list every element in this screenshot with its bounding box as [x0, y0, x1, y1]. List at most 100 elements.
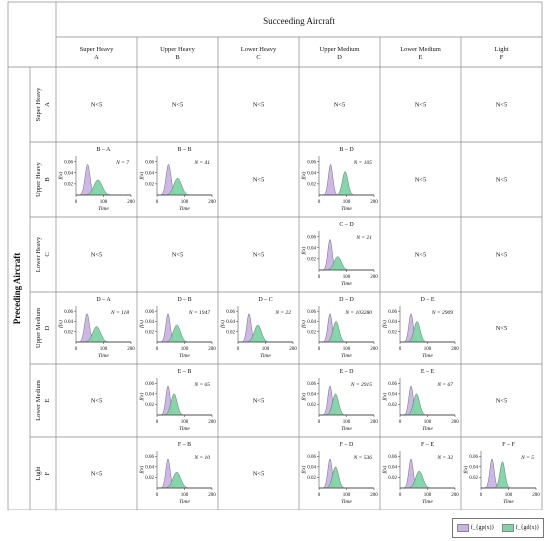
y-axis-label: f(x): [381, 466, 388, 474]
x-axis-label: Time: [179, 206, 190, 212]
y-tick-label: 0.06: [64, 160, 73, 165]
preceding-title: Preceding Aircraft: [12, 253, 22, 324]
legend-swatch-a: [456, 524, 469, 532]
col-header-code: B: [175, 54, 180, 61]
y-tick-label: 0.06: [307, 310, 316, 315]
x-axis-label: Time: [422, 353, 433, 359]
col-header-name: Upper Medium: [320, 46, 360, 53]
y-tick-label: 0.04: [64, 172, 73, 177]
x-tick-label: 200: [208, 420, 216, 425]
x-tick-label: 0: [480, 493, 483, 498]
density-curve-a: [319, 385, 374, 416]
x-axis-label: Time: [341, 499, 352, 505]
x-tick-label: 100: [181, 200, 189, 205]
x-tick-label: 200: [208, 493, 216, 498]
x-tick-label: 200: [289, 347, 297, 352]
x-tick-label: 200: [370, 493, 378, 498]
x-axis-label: Time: [503, 499, 514, 505]
y-axis-label: f(x): [138, 466, 145, 474]
x-axis-label: Time: [98, 353, 109, 359]
empty-cell-label: N<5: [334, 102, 346, 109]
subplot-title: D – E: [421, 297, 435, 303]
x-axis-label: Time: [179, 353, 190, 359]
subplot-count: N = 5: [520, 455, 534, 461]
subplot-count: N = 105: [353, 160, 373, 166]
row-header-name: Upper Heavy: [35, 161, 42, 197]
x-tick-label: 0: [399, 347, 402, 352]
empty-cell-label: N<5: [253, 471, 265, 478]
row-header-code: C: [44, 252, 51, 256]
x-tick-label: 200: [370, 200, 378, 205]
y-tick-label: 0.06: [145, 160, 154, 165]
empty-cell-label: N<5: [415, 252, 427, 259]
row-header-code: D: [44, 325, 51, 330]
x-tick-label: 100: [505, 493, 513, 498]
y-tick-label: 0.02: [64, 183, 73, 188]
x-axis-label: Time: [260, 353, 271, 359]
row-header-name: Upper Medium: [35, 308, 42, 348]
subplot-title: F – F: [502, 442, 515, 448]
y-axis-label: f(x): [300, 247, 307, 255]
subplot-title: C – D: [339, 222, 354, 228]
y-tick-label: 0.06: [388, 455, 397, 460]
density-curve-a: [157, 385, 212, 416]
density-curve-a: [157, 164, 212, 196]
subplot-title: D – A: [96, 297, 111, 303]
x-tick-label: 100: [100, 347, 108, 352]
legend-item-b: f_{gd(x)}: [501, 524, 539, 532]
y-tick-label: 0.02: [145, 476, 154, 481]
x-axis-label: Time: [179, 499, 190, 505]
x-tick-label: 100: [181, 493, 189, 498]
x-tick-label: 200: [451, 493, 459, 498]
col-header-code: C: [256, 54, 260, 61]
x-tick-label: 200: [370, 420, 378, 425]
grid-frame: [7, 1, 543, 510]
y-axis-label: f(x): [381, 320, 388, 328]
subplot-count: N = 7: [115, 160, 129, 166]
y-axis-label: f(x): [300, 320, 307, 328]
x-tick-label: 0: [156, 493, 159, 498]
y-tick-label: 0.02: [388, 476, 397, 481]
subplot-count: N = 536: [353, 455, 373, 461]
y-tick-label: 0.04: [226, 320, 235, 325]
density-curve-a: [157, 458, 212, 489]
y-axis-label: f(x): [300, 466, 307, 474]
col-header-code: A: [94, 54, 99, 61]
subplot-title: B – D: [339, 147, 354, 153]
subplot-title: F – E: [421, 442, 434, 448]
y-tick-label: 0.02: [145, 331, 154, 336]
y-tick-label: 0.06: [64, 310, 73, 315]
y-tick-label: 0.06: [145, 455, 154, 460]
x-tick-label: 0: [237, 347, 240, 352]
x-tick-label: 200: [451, 420, 459, 425]
subplot-count: N = 67: [436, 382, 453, 388]
y-tick-label: 0.02: [307, 331, 316, 336]
x-axis-label: Time: [98, 206, 109, 212]
density-curve-a: [400, 385, 455, 416]
empty-cell-label: N<5: [91, 398, 103, 405]
y-axis-label: f(x): [138, 393, 145, 401]
subplot-count: N = 41: [193, 159, 210, 166]
y-tick-label: 0.04: [145, 172, 154, 177]
x-tick-label: 200: [370, 347, 378, 352]
empty-cell-label: N<5: [253, 398, 265, 405]
y-axis-label: f(x): [57, 172, 64, 180]
density-curve-a: [238, 313, 293, 343]
empty-cell-label: N<5: [496, 325, 508, 332]
x-tick-label: 100: [181, 420, 189, 425]
y-tick-label: 0.04: [145, 393, 154, 398]
subplot-count: N = 2909: [431, 310, 453, 316]
y-axis-label: f(x): [138, 320, 145, 328]
row-header-name: Light: [35, 466, 42, 480]
y-tick-label: 0.04: [388, 393, 397, 398]
y-tick-label: 0.02: [307, 183, 316, 188]
col-header-name: Lower Heavy: [241, 46, 277, 53]
col-header-code: F: [500, 54, 504, 61]
col-header-name: Upper Heavy: [160, 46, 196, 53]
row-header-code: F: [44, 471, 51, 475]
y-tick-label: 0.06: [388, 310, 397, 315]
subplot-title: E – D: [340, 369, 355, 375]
row-header-code: E: [44, 398, 51, 402]
density-curve-a: [400, 458, 455, 489]
y-tick-label: 0.04: [145, 320, 154, 325]
